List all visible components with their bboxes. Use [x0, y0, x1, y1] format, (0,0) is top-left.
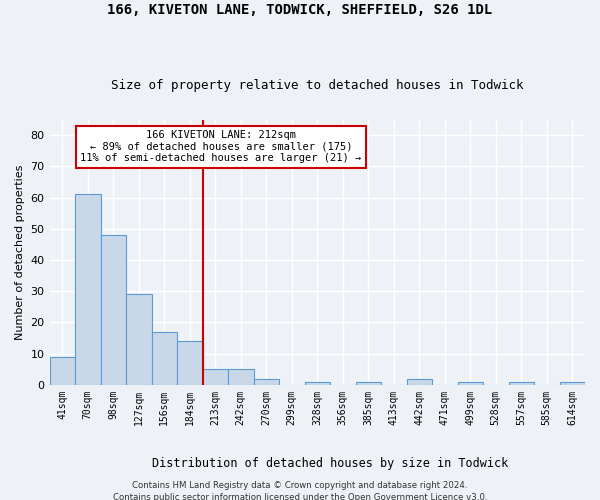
Bar	[254, 378, 279, 385]
Y-axis label: Number of detached properties: Number of detached properties	[15, 164, 25, 340]
Bar	[305, 382, 330, 385]
Bar	[152, 332, 177, 385]
Text: 166 KIVETON LANE: 212sqm
← 89% of detached houses are smaller (175)
11% of semi-: 166 KIVETON LANE: 212sqm ← 89% of detach…	[80, 130, 362, 164]
Title: Size of property relative to detached houses in Todwick: Size of property relative to detached ho…	[111, 79, 524, 92]
Bar	[228, 370, 254, 385]
Text: Contains public sector information licensed under the Open Government Licence v3: Contains public sector information licen…	[113, 492, 487, 500]
Bar	[126, 294, 152, 385]
Bar	[509, 382, 534, 385]
Bar	[50, 357, 75, 385]
Bar	[356, 382, 381, 385]
Bar	[101, 235, 126, 385]
Text: Contains HM Land Registry data © Crown copyright and database right 2024.: Contains HM Land Registry data © Crown c…	[132, 481, 468, 490]
Bar	[177, 341, 203, 385]
Bar	[75, 194, 101, 385]
Bar	[203, 370, 228, 385]
Text: 166, KIVETON LANE, TODWICK, SHEFFIELD, S26 1DL: 166, KIVETON LANE, TODWICK, SHEFFIELD, S…	[107, 2, 493, 16]
Bar	[458, 382, 483, 385]
Bar	[560, 382, 585, 385]
Text: Distribution of detached houses by size in Todwick: Distribution of detached houses by size …	[152, 458, 508, 470]
Bar	[407, 378, 432, 385]
